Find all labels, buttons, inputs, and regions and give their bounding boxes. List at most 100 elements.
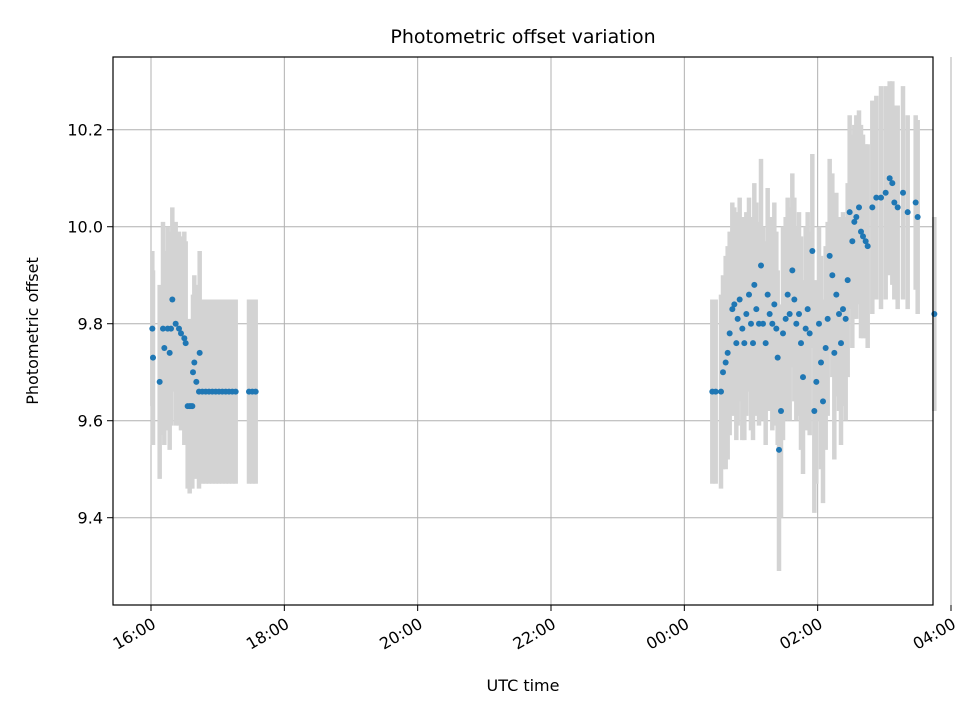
data-point (149, 325, 156, 332)
data-point (746, 291, 752, 298)
data-point (150, 354, 156, 361)
data-point (891, 199, 898, 206)
plot-frame (112, 56, 934, 606)
data-point (800, 374, 806, 381)
data-point (869, 204, 876, 211)
data-point (782, 315, 789, 322)
y-axis-ticks: 9.4 9.6 9.8 10.0 10.2 (67, 121, 113, 528)
data-point (190, 369, 196, 376)
data-point (729, 306, 736, 313)
data-point (734, 315, 741, 322)
y-tick-label: 9.6 (78, 412, 103, 431)
data-point (776, 446, 782, 453)
data-point (189, 403, 196, 410)
data-point (809, 247, 816, 254)
data-point (886, 175, 893, 182)
data-point (816, 320, 822, 327)
data-point (726, 330, 733, 337)
data-point (758, 262, 764, 269)
data-point (731, 301, 738, 308)
data-point (733, 340, 740, 347)
data-point (822, 344, 829, 351)
data-point (751, 281, 758, 288)
data-point (833, 291, 840, 298)
data-point (791, 296, 798, 303)
data-point (718, 388, 724, 395)
y-axis-label: Photometric offset (23, 257, 42, 405)
data-point (846, 209, 853, 216)
data-point (796, 311, 802, 318)
data-point (853, 214, 860, 221)
data-point (864, 243, 871, 250)
y-tick-label: 10.2 (67, 121, 103, 140)
data-point (161, 344, 168, 351)
data-point (778, 408, 784, 415)
data-point (748, 320, 754, 327)
data-point (858, 228, 864, 235)
data-point (232, 388, 239, 395)
data-point (873, 194, 880, 201)
data-point (741, 340, 748, 347)
data-point (849, 238, 856, 245)
data-point (156, 378, 163, 385)
data-point (169, 296, 176, 303)
data-point (914, 214, 921, 221)
data-point (784, 291, 791, 298)
data-point (769, 320, 776, 327)
data-point (900, 189, 906, 196)
data-point (762, 340, 769, 347)
data-point (193, 378, 200, 385)
data-point (739, 325, 746, 332)
data-point (743, 311, 750, 318)
data-point (904, 209, 911, 216)
data-point (811, 408, 818, 415)
data-point (176, 325, 182, 332)
data-point (750, 340, 756, 347)
data-point (724, 349, 731, 356)
data-point (798, 340, 804, 347)
data-point (829, 272, 836, 279)
data-point (789, 267, 796, 274)
data-point (844, 277, 851, 284)
data-point (824, 315, 831, 322)
data-point (856, 204, 862, 211)
data-point (894, 204, 901, 211)
data-point (764, 291, 771, 298)
data-point (160, 325, 166, 332)
data-point (818, 359, 824, 366)
data-point (712, 388, 719, 395)
data-point (806, 330, 813, 337)
data-point (804, 306, 811, 313)
data-point (831, 349, 838, 356)
data-point (882, 189, 889, 196)
data-point (836, 311, 842, 318)
y-tick-label: 9.8 (78, 315, 103, 334)
data-point (753, 306, 760, 313)
data-point (820, 398, 826, 405)
data-point (786, 311, 793, 318)
data-point (862, 238, 869, 245)
data-point (838, 340, 844, 347)
data-point (736, 296, 743, 303)
data-point (851, 218, 858, 225)
data-point (191, 359, 198, 366)
data-point (842, 315, 849, 322)
data-point (774, 354, 781, 361)
data-point (840, 306, 846, 313)
data-point (773, 325, 780, 332)
y-tick-label: 10.0 (67, 218, 103, 237)
data-point (860, 233, 866, 240)
y-tick-label: 9.4 (78, 509, 103, 528)
data-point (912, 199, 919, 206)
chart-title: Photometric offset variation (390, 26, 655, 48)
data-point (826, 252, 833, 259)
data-point (166, 349, 173, 356)
data-point (771, 301, 778, 308)
data-point (760, 320, 766, 327)
data-point (178, 330, 184, 337)
data-point (889, 180, 896, 187)
data-point (722, 359, 729, 366)
data-point (793, 320, 800, 327)
data-point (878, 194, 884, 201)
